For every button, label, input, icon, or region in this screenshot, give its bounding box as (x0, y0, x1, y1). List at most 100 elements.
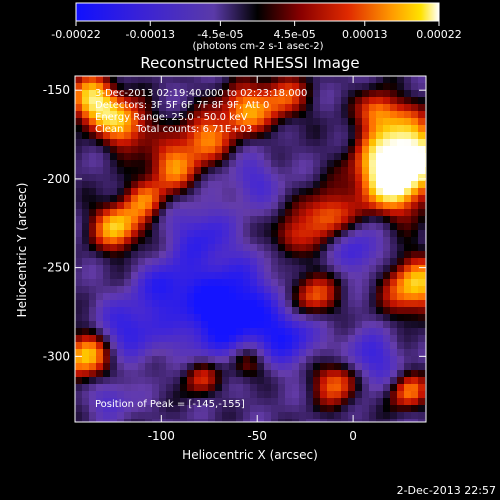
heatmap-cell (243, 76, 251, 84)
heatmap-cell (145, 125, 153, 133)
heatmap-cell (152, 279, 160, 287)
heatmap-cell (271, 293, 279, 301)
heatmap-cell (362, 118, 370, 126)
heatmap-cell (173, 160, 181, 168)
heatmap-cell (306, 209, 314, 217)
heatmap-cell (131, 377, 139, 385)
heatmap-cell (236, 83, 244, 91)
heatmap-cell (327, 286, 335, 294)
heatmap-cell (355, 104, 363, 112)
heatmap-cell (201, 412, 209, 420)
heatmap-cell (166, 384, 174, 392)
heatmap-cell (173, 174, 181, 182)
heatmap-cell (376, 405, 384, 413)
heatmap-cell (131, 160, 139, 168)
heatmap-cell (173, 405, 181, 413)
heatmap-cell (418, 90, 426, 98)
heatmap-cell (173, 216, 181, 224)
heatmap-cell (292, 181, 300, 189)
heatmap-cell (257, 258, 265, 266)
heatmap-cell (187, 293, 195, 301)
heatmap-cell (257, 412, 265, 420)
heatmap-cell (243, 153, 251, 161)
heatmap-cell (362, 293, 370, 301)
heatmap-cell (334, 181, 342, 189)
heatmap-cell (334, 202, 342, 210)
heatmap-cell (187, 181, 195, 189)
heatmap-cell (131, 132, 139, 140)
heatmap-cell (75, 195, 83, 203)
colorbar-unit-label: (photons cm-2 s-1 asec-2) (192, 41, 323, 52)
heatmap-cell (264, 251, 272, 259)
heatmap-cell (257, 132, 265, 140)
heatmap-cell (145, 76, 153, 84)
heatmap-cell (383, 118, 391, 126)
heatmap-cell (117, 223, 125, 231)
heatmap-cell (138, 188, 146, 196)
heatmap-cell (159, 132, 167, 140)
heatmap-cell (334, 132, 342, 140)
heatmap-cell (180, 97, 188, 105)
heatmap-cell (292, 195, 300, 203)
heatmap-cell (404, 377, 412, 385)
heatmap-cell (397, 356, 405, 364)
heatmap-cell (131, 125, 139, 133)
heatmap-cell (173, 153, 181, 161)
heatmap-cell (306, 174, 314, 182)
heatmap-cell (124, 223, 132, 231)
heatmap-cell (250, 195, 258, 203)
heatmap-cell (299, 356, 307, 364)
heatmap-cell (411, 146, 419, 154)
heatmap-cell (334, 342, 342, 350)
heatmap-cell (355, 153, 363, 161)
heatmap-cell (313, 356, 321, 364)
heatmap-cell (96, 258, 104, 266)
heatmap-cell (187, 237, 195, 245)
heatmap-cell (369, 265, 377, 273)
heatmap-cell (250, 412, 258, 420)
heatmap-cell (215, 209, 223, 217)
heatmap-cell (306, 300, 314, 308)
info-line-time: 3-Dec-2013 02:19:40.000 to 02:23:18.000 (95, 88, 307, 99)
heatmap-cell (306, 363, 314, 371)
heatmap-cell (376, 258, 384, 266)
heatmap-cell (313, 335, 321, 343)
heatmap-cell (313, 104, 321, 112)
heatmap-cell (411, 76, 419, 84)
heatmap-cell (173, 244, 181, 252)
heatmap-cell (96, 265, 104, 273)
heatmap-cell (334, 125, 342, 133)
heatmap-cell (250, 314, 258, 322)
heatmap-cell (327, 279, 335, 287)
heatmap-cell (341, 209, 349, 217)
heatmap-cell (362, 335, 370, 343)
heatmap-cell (404, 167, 412, 175)
heatmap-cell (390, 104, 398, 112)
heatmap-cell (229, 349, 237, 357)
heatmap-cell (82, 391, 90, 399)
heatmap-cell (278, 83, 286, 91)
heatmap-cell (411, 335, 419, 343)
heatmap-cell (110, 167, 118, 175)
heatmap-cell (320, 370, 328, 378)
heatmap-cell (362, 195, 370, 203)
heatmap-cell (215, 258, 223, 266)
heatmap-cell (96, 391, 104, 399)
heatmap-cell (355, 125, 363, 133)
heatmap-cell (117, 251, 125, 259)
heatmap-cell (257, 160, 265, 168)
x-tick-label: -100 (148, 429, 175, 443)
heatmap-cell (348, 132, 356, 140)
heatmap-cell (236, 160, 244, 168)
heatmap-cell (103, 118, 111, 126)
heatmap-cell (348, 90, 356, 98)
heatmap-cell (180, 377, 188, 385)
heatmap-cell (159, 223, 167, 231)
heatmap-cell (264, 412, 272, 420)
heatmap-cell (89, 146, 97, 154)
heatmap-cell (117, 356, 125, 364)
heatmap-cell (117, 314, 125, 322)
heatmap-cell (201, 167, 209, 175)
heatmap-cell (257, 125, 265, 133)
heatmap-cell (187, 363, 195, 371)
